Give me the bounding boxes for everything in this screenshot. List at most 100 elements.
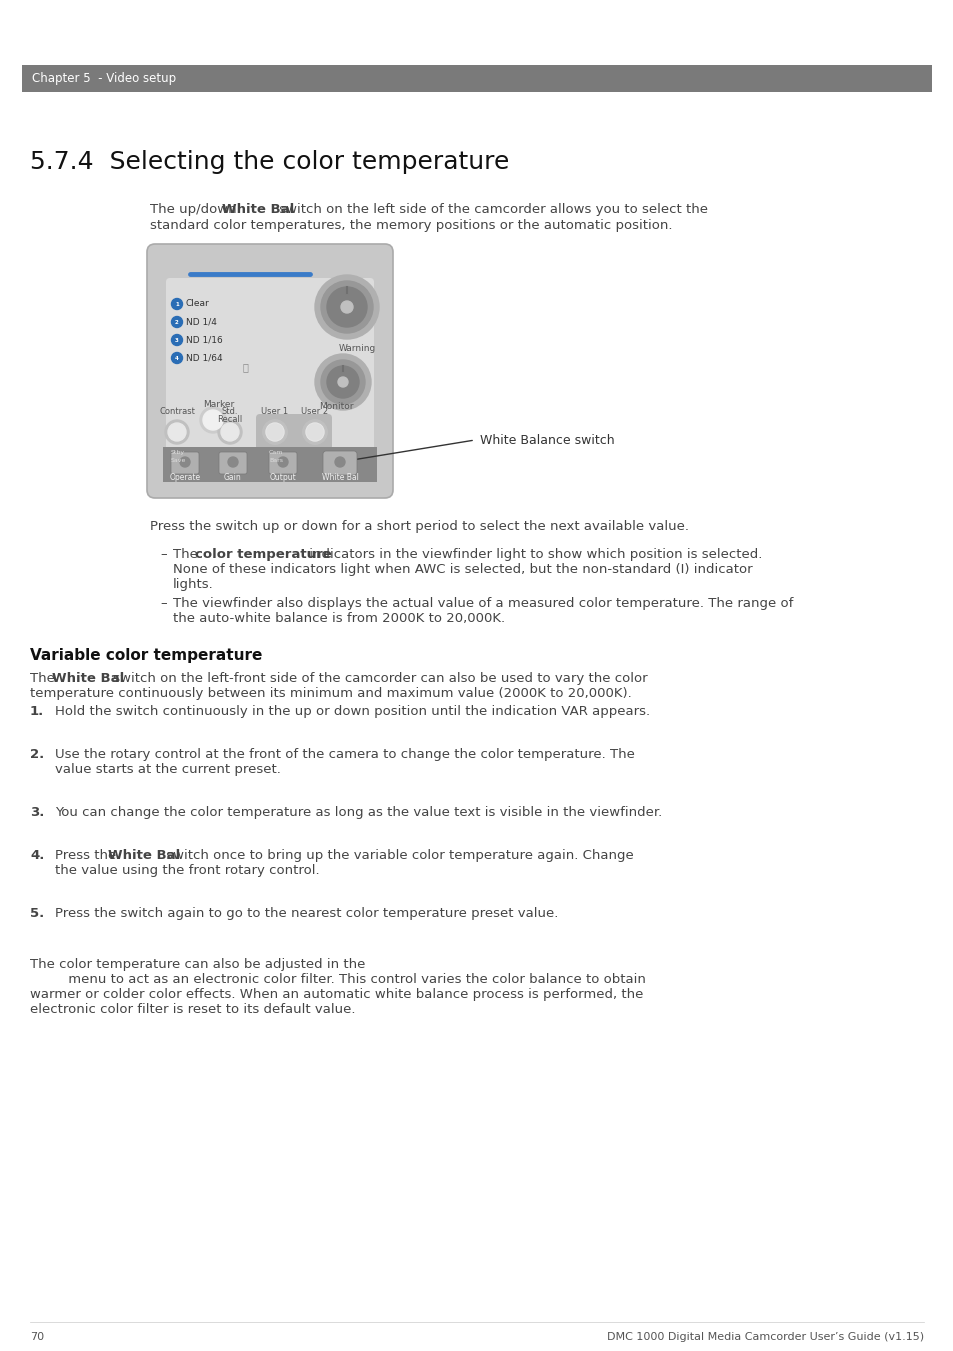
Bar <box>22 65 931 92</box>
Text: electronic color filter is reset to its default value.: electronic color filter is reset to its … <box>30 1002 355 1016</box>
Circle shape <box>218 420 242 444</box>
Text: User 2: User 2 <box>301 407 328 416</box>
Text: Use the rotary control at the front of the camera to change the color temperatur: Use the rotary control at the front of t… <box>55 748 634 761</box>
Text: User 1: User 1 <box>261 407 288 416</box>
Text: the auto-white balance is from 2000K to 20,000K.: the auto-white balance is from 2000K to … <box>172 612 504 626</box>
Circle shape <box>172 335 182 346</box>
Circle shape <box>168 423 186 440</box>
Text: color temperature: color temperature <box>194 549 332 561</box>
Circle shape <box>327 366 358 399</box>
FancyBboxPatch shape <box>269 453 296 474</box>
Text: 2.: 2. <box>30 748 44 761</box>
Text: temperature continuously between its minimum and maximum value (2000K to 20,000K: temperature continuously between its min… <box>30 688 631 700</box>
Circle shape <box>306 423 324 440</box>
Circle shape <box>172 316 182 327</box>
Text: White Balance switch: White Balance switch <box>479 434 614 446</box>
Text: Bars: Bars <box>269 458 283 463</box>
Circle shape <box>320 359 365 404</box>
FancyBboxPatch shape <box>147 245 393 499</box>
Text: White Bal: White Bal <box>52 671 124 685</box>
Text: Contrast: Contrast <box>159 407 194 416</box>
Text: 3.: 3. <box>30 807 45 819</box>
Text: ND 1/4: ND 1/4 <box>186 317 216 327</box>
Text: White Bal: White Bal <box>222 203 294 216</box>
Circle shape <box>172 353 182 363</box>
Text: Save: Save <box>171 458 186 463</box>
Text: The viewfinder also displays the actual value of a measured color temperature. T: The viewfinder also displays the actual … <box>172 597 793 611</box>
Text: Stby: Stby <box>171 450 185 455</box>
Circle shape <box>337 377 348 386</box>
Text: 5.: 5. <box>30 907 44 920</box>
Text: You can change the color temperature as long as the value text is visible in the: You can change the color temperature as … <box>55 807 661 819</box>
Text: Chapter 5  - Video setup: Chapter 5 - Video setup <box>32 72 176 85</box>
Circle shape <box>314 354 371 409</box>
Text: 70: 70 <box>30 1332 44 1342</box>
Text: ND 1/16: ND 1/16 <box>186 335 222 345</box>
Text: –: – <box>160 597 167 611</box>
Text: 4: 4 <box>175 355 179 361</box>
Circle shape <box>267 424 283 440</box>
Circle shape <box>307 424 323 440</box>
Text: 5.7.4  Selecting the color temperature: 5.7.4 Selecting the color temperature <box>30 150 509 174</box>
Text: The: The <box>172 549 202 561</box>
Text: Gain: Gain <box>224 473 242 482</box>
Circle shape <box>203 409 223 430</box>
Text: Monitor: Monitor <box>318 403 354 411</box>
Circle shape <box>228 457 237 467</box>
Text: Output: Output <box>270 473 296 482</box>
Text: standard color temperatures, the memory positions or the automatic position.: standard color temperatures, the memory … <box>150 219 672 232</box>
Text: Press the switch up or down for a short period to select the next available valu: Press the switch up or down for a short … <box>150 520 688 534</box>
Circle shape <box>314 276 378 339</box>
Circle shape <box>303 420 327 444</box>
Circle shape <box>221 423 239 440</box>
Text: –: – <box>160 549 167 561</box>
Text: Cam: Cam <box>269 450 283 455</box>
Text: 2: 2 <box>175 319 178 324</box>
Text: switch once to bring up the variable color temperature again. Change: switch once to bring up the variable col… <box>161 848 633 862</box>
Circle shape <box>263 420 287 444</box>
FancyBboxPatch shape <box>166 278 374 454</box>
Text: None of these indicators light when AWC is selected, but the non-standard (I) in: None of these indicators light when AWC … <box>172 563 752 576</box>
Text: The: The <box>30 671 59 685</box>
Circle shape <box>335 457 345 467</box>
Text: warmer or colder color effects. When an automatic white balance process is perfo: warmer or colder color effects. When an … <box>30 988 642 1001</box>
Circle shape <box>180 457 190 467</box>
Text: menu to act as an electronic color filter. This control varies the color balance: menu to act as an electronic color filte… <box>30 973 645 986</box>
Text: value starts at the current preset.: value starts at the current preset. <box>55 763 280 775</box>
Text: 3: 3 <box>175 338 179 343</box>
Text: switch on the left-front side of the camcorder can also be used to vary the colo: switch on the left-front side of the cam… <box>109 671 647 685</box>
Text: The color temperature can also be adjusted in the: The color temperature can also be adjust… <box>30 958 365 971</box>
Circle shape <box>263 420 287 444</box>
Circle shape <box>303 420 327 444</box>
Text: 🎤: 🎤 <box>242 362 248 372</box>
Text: lights.: lights. <box>172 578 213 590</box>
Text: Clear: Clear <box>186 300 210 308</box>
Text: switch on the left side of the camcorder allows you to select the: switch on the left side of the camcorder… <box>274 203 707 216</box>
Text: Recall: Recall <box>217 415 242 424</box>
Circle shape <box>327 286 367 327</box>
Circle shape <box>277 457 288 467</box>
Text: Press the switch again to go to the nearest color temperature preset value.: Press the switch again to go to the near… <box>55 907 558 920</box>
FancyBboxPatch shape <box>171 453 199 474</box>
Text: Warning: Warning <box>338 345 375 353</box>
Text: Hold the switch continuously in the up or down position until the indication VAR: Hold the switch continuously in the up o… <box>55 705 649 717</box>
Circle shape <box>320 281 373 332</box>
Text: White Bal: White Bal <box>321 473 358 482</box>
Circle shape <box>172 299 182 309</box>
Text: indicators in the viewfinder light to show which position is selected.: indicators in the viewfinder light to sh… <box>305 549 761 561</box>
Text: ND 1/64: ND 1/64 <box>186 354 222 362</box>
FancyBboxPatch shape <box>255 413 332 450</box>
Text: The up/down: The up/down <box>150 203 240 216</box>
Text: DMC 1000 Digital Media Camcorder User’s Guide (v1.15): DMC 1000 Digital Media Camcorder User’s … <box>606 1332 923 1342</box>
Circle shape <box>200 407 226 434</box>
Text: Marker: Marker <box>203 400 234 409</box>
Circle shape <box>266 423 284 440</box>
FancyBboxPatch shape <box>323 451 356 476</box>
Bar <box>163 447 376 482</box>
Text: White Bal: White Bal <box>109 848 180 862</box>
Circle shape <box>340 301 353 313</box>
Text: Std.: Std. <box>221 407 238 416</box>
Text: Variable color temperature: Variable color temperature <box>30 648 262 663</box>
Circle shape <box>165 420 189 444</box>
Text: 1: 1 <box>175 301 178 307</box>
